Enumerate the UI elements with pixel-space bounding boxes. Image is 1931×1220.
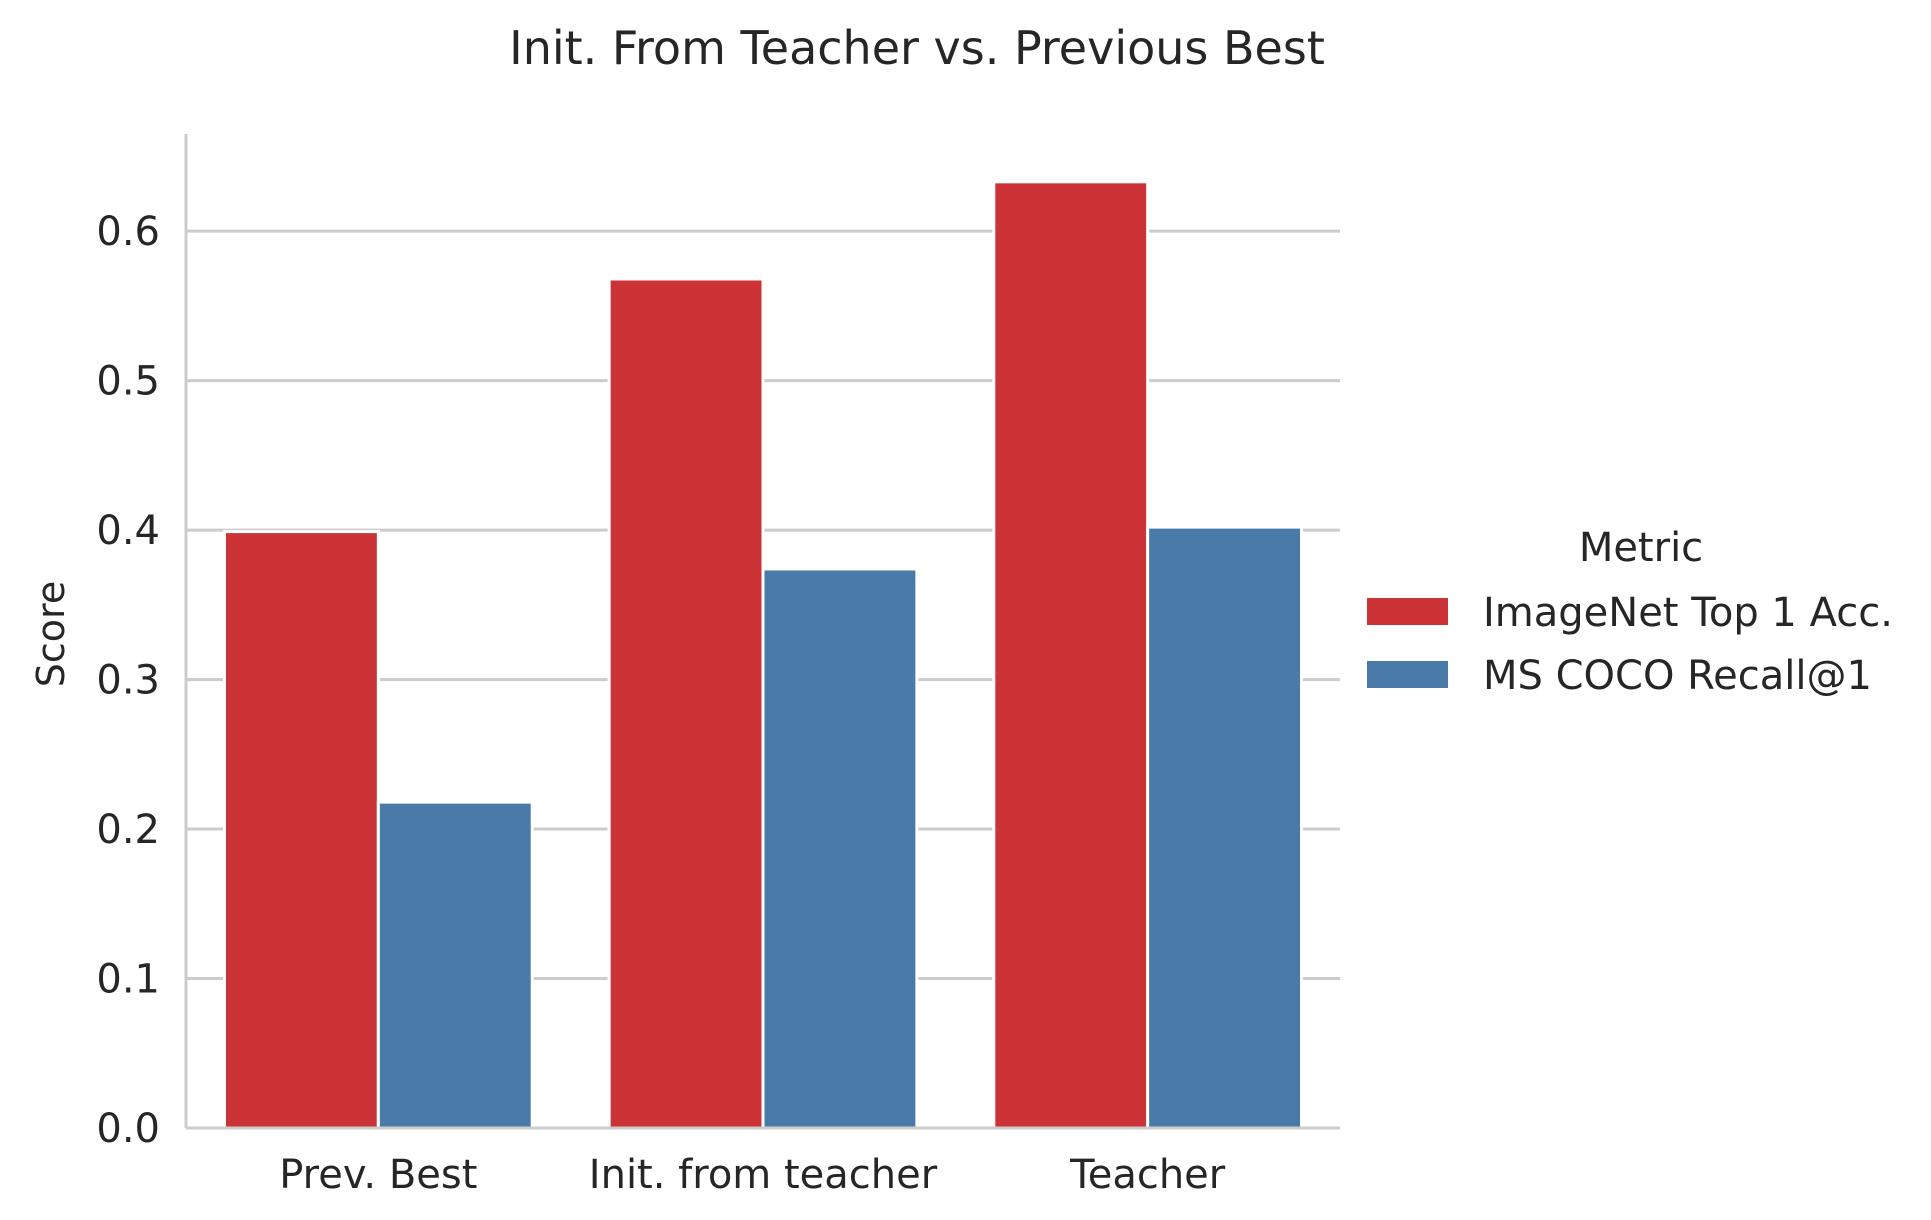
y-tick-label: 0.3 — [96, 658, 160, 704]
y-tick-label: 0.4 — [96, 508, 160, 554]
x-tick-labels: Prev. Best Init. from teacher Teacher — [279, 1152, 1226, 1198]
y-tick-label: 0.0 — [96, 1106, 160, 1152]
legend-label: ImageNet Top 1 Acc. — [1483, 590, 1893, 636]
y-tick-label: 0.1 — [96, 957, 160, 1003]
x-tick-label: Prev. Best — [279, 1152, 477, 1198]
axes — [184, 134, 1340, 1130]
bar — [761, 567, 919, 1130]
bar — [1146, 525, 1304, 1130]
x-tick-label: Teacher — [1069, 1152, 1226, 1198]
bar — [222, 530, 380, 1130]
legend-swatch — [1367, 661, 1448, 688]
y-tick-label: 0.5 — [96, 359, 160, 405]
bar — [992, 180, 1150, 1130]
bars — [222, 180, 1304, 1130]
bar — [607, 277, 765, 1130]
chart-title: Init. From Teacher vs. Previous Best — [509, 21, 1325, 75]
y-tick-label: 0.2 — [96, 807, 160, 853]
legend: Metric ImageNet Top 1 Acc. MS COCO Recall… — [1367, 525, 1893, 699]
legend-swatch — [1367, 598, 1448, 625]
legend-items: ImageNet Top 1 Acc. MS COCO Recall@1 — [1367, 590, 1893, 699]
legend-title: Metric — [1579, 525, 1703, 571]
x-tick-label: Init. from teacher — [589, 1152, 938, 1198]
bar — [376, 800, 534, 1130]
y-tick-labels: 0.0 0.1 0.2 0.3 0.4 0.5 0.6 — [96, 209, 160, 1152]
y-axis-label: Score — [29, 581, 73, 687]
legend-label: MS COCO Recall@1 — [1483, 653, 1872, 699]
y-tick-label: 0.6 — [96, 209, 160, 255]
